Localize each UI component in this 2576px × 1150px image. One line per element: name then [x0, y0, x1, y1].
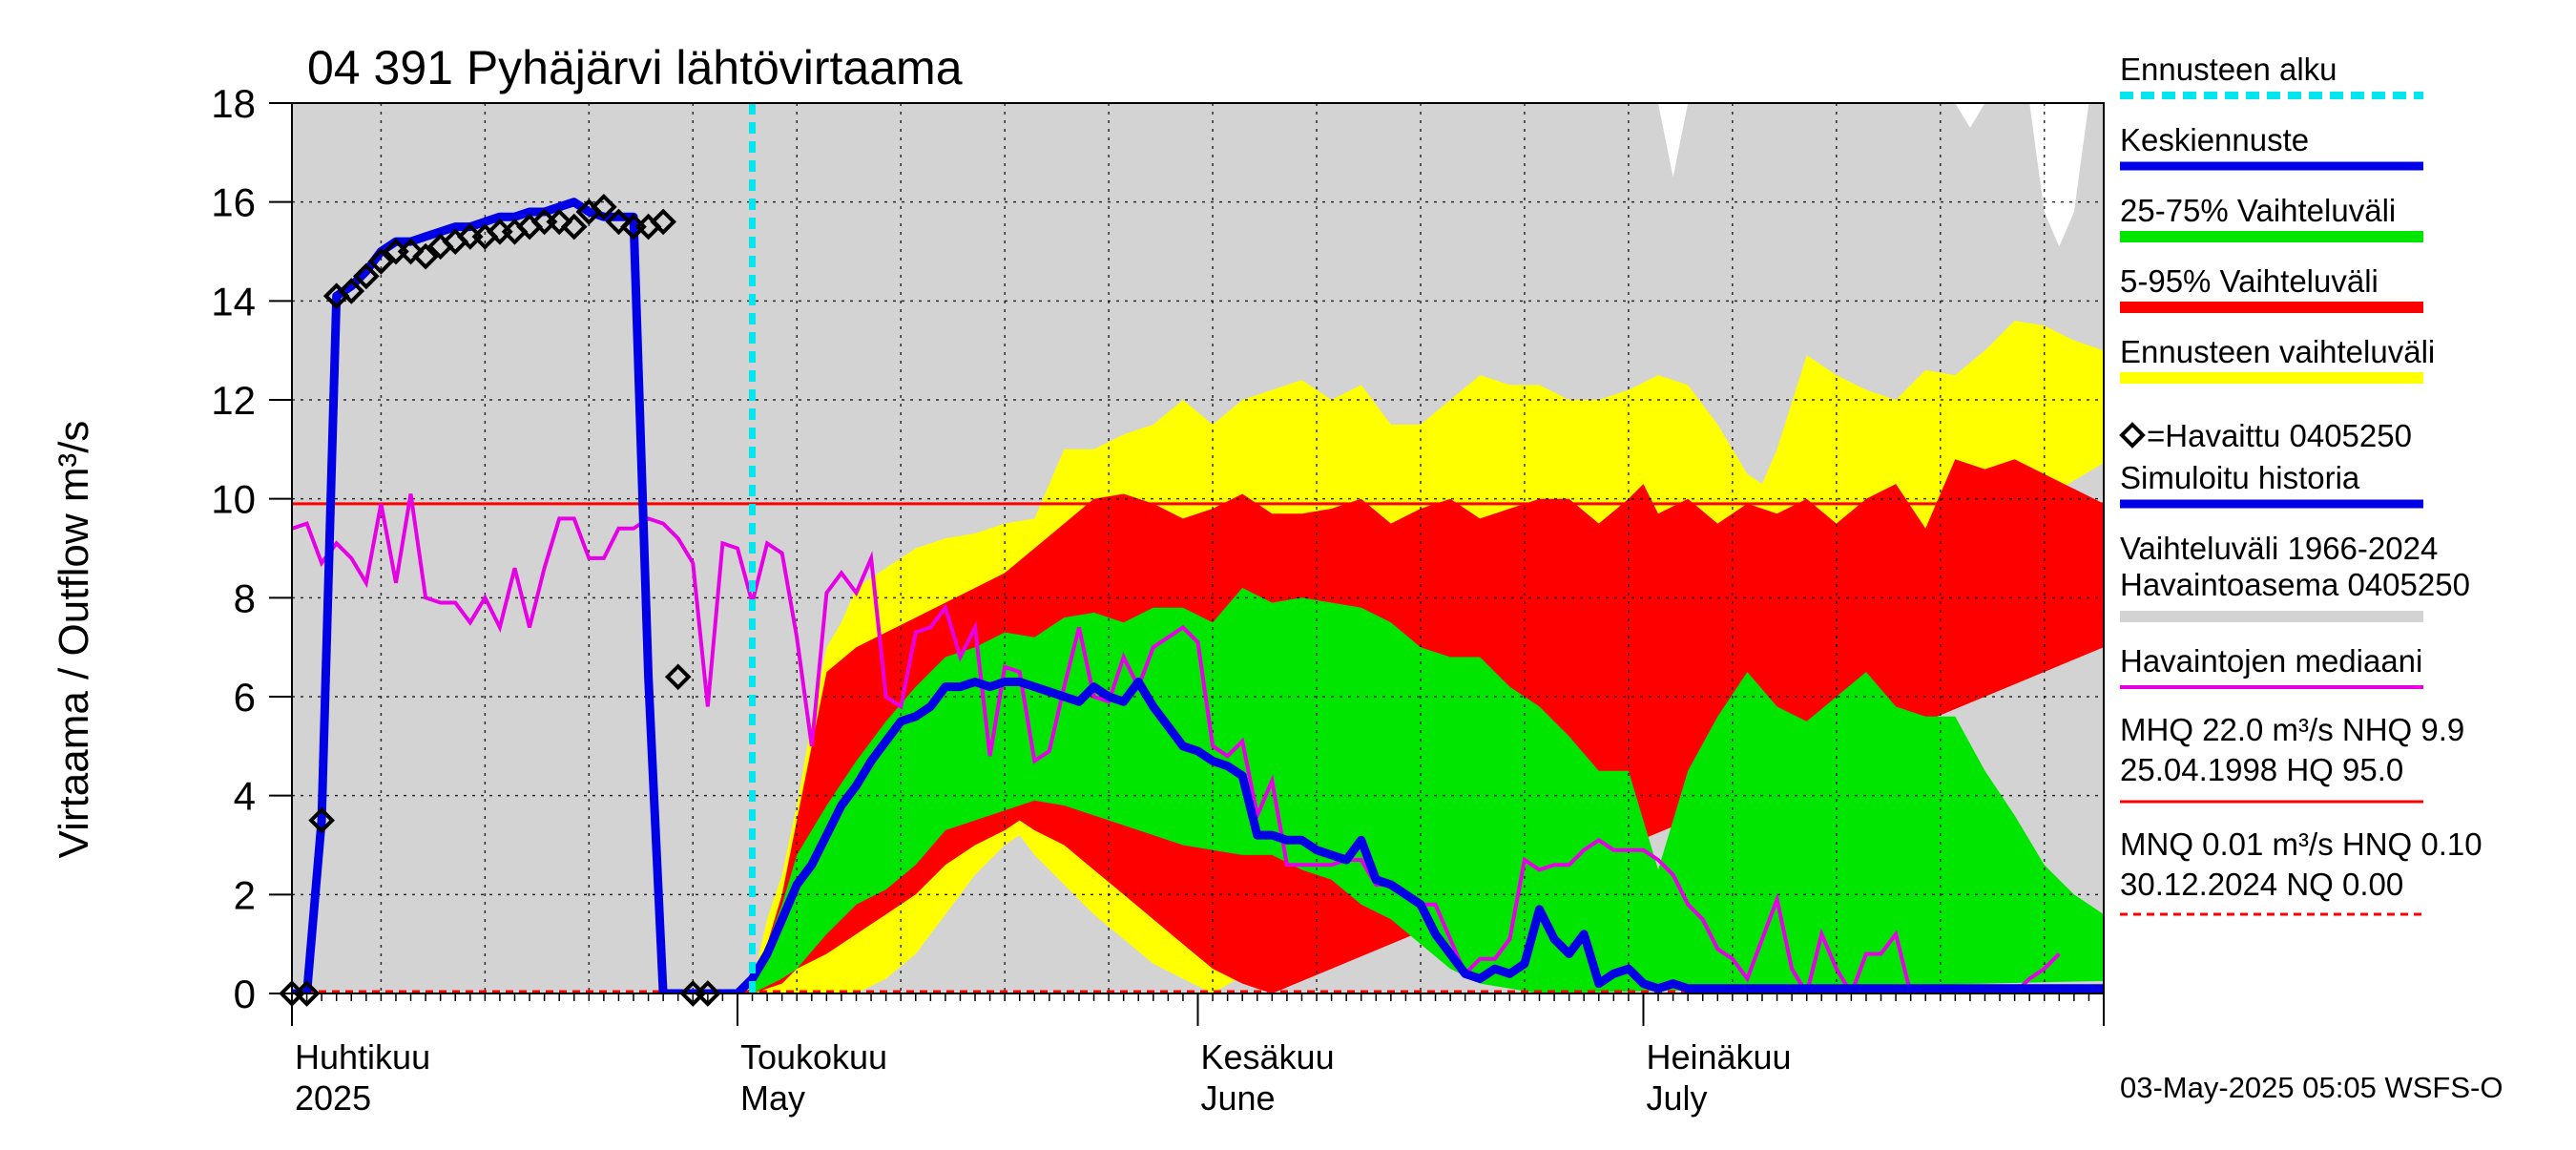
chart-title: 04 391 Pyhäjärvi lähtövirtaama [307, 41, 963, 94]
legend-forecast-start-label: Ennusteen alku [2120, 52, 2337, 87]
month-label-fi: Heinäkuu [1646, 1037, 1791, 1077]
legend-mhq-label-2: 25.04.1998 HQ 95.0 [2120, 752, 2403, 787]
month-label-en: June [1201, 1078, 1276, 1118]
legend-median-label: Havaintojen mediaani [2120, 643, 2422, 679]
y-tick-label: 6 [234, 675, 256, 720]
y-tick-label: 8 [234, 575, 256, 620]
month-label-en: 2025 [295, 1078, 371, 1118]
legend-mean-forecast-label: Keskiennuste [2120, 122, 2309, 157]
observed-point [546, 208, 573, 236]
month-label-fi: Kesäkuu [1201, 1037, 1335, 1077]
legend-range-25-75-label: 25-75% Vaihteluväli [2120, 193, 2396, 228]
month-label-en: July [1646, 1078, 1707, 1118]
mean-forecast-line [292, 198, 2104, 993]
legend-observed-label: =Havaittu 0405250 [2147, 418, 2412, 453]
observed-point [591, 194, 617, 220]
y-tick-label: 2 [234, 872, 256, 917]
observed-point [605, 208, 633, 236]
y-tick-label: 16 [211, 180, 256, 225]
legend: Ennusteen alku Keskiennuste 25-75% Vaihtel… [2119, 52, 2483, 916]
observed-point [308, 806, 335, 834]
legend-mnq-label-2: 30.12.2024 NQ 0.00 [2120, 867, 2403, 902]
observed-point [560, 213, 588, 240]
y-tick-label: 10 [211, 477, 256, 522]
legend-range-5-95-label: 5-95% Vaihteluväli [2120, 263, 2379, 299]
legend-mnq-label-1: MNQ 0.01 m³/s HNQ 0.10 [2120, 826, 2483, 862]
y-tick-label: 14 [211, 279, 256, 324]
y-tick-label: 18 [211, 81, 256, 126]
observed-point [412, 242, 439, 270]
month-label-fi: Huhtikuu [295, 1037, 430, 1077]
month-label-fi: Toukokuu [740, 1037, 887, 1077]
y-tick-label: 12 [211, 378, 256, 423]
month-label-en: May [740, 1078, 805, 1118]
plot-content [292, 103, 2104, 993]
y-axis-label: Virtaama / Outflow m³/s [51, 421, 97, 859]
plot-area [279, 103, 2104, 1007]
observed-point [293, 980, 321, 1007]
legend-hist-range-label-1: Vaihteluväli 1966-2024 [2120, 531, 2438, 566]
observed-point [664, 663, 692, 691]
observed-point [695, 980, 721, 1007]
legend-forecast-range-label: Ennusteen vaihteluväli [2120, 334, 2435, 369]
observed-point [352, 262, 380, 290]
y-tick-label: 4 [234, 774, 256, 819]
observed-point [367, 248, 395, 275]
legend-observed-marker [2119, 422, 2146, 449]
legend-hist-range-label-2: Havaintoasema 0405250 [2120, 567, 2470, 602]
observed-point [397, 238, 425, 265]
observed-point [650, 208, 676, 236]
legend-mhq-label-1: MHQ 22.0 m³/s NHQ 9.9 [2120, 712, 2464, 747]
footer-timestamp: 03-May-2025 05:05 WSFS-O [2120, 1071, 2503, 1104]
legend-simulated-label: Simuloitu historia [2120, 460, 2360, 495]
observed-point [338, 278, 365, 304]
y-tick-label: 0 [234, 972, 256, 1016]
